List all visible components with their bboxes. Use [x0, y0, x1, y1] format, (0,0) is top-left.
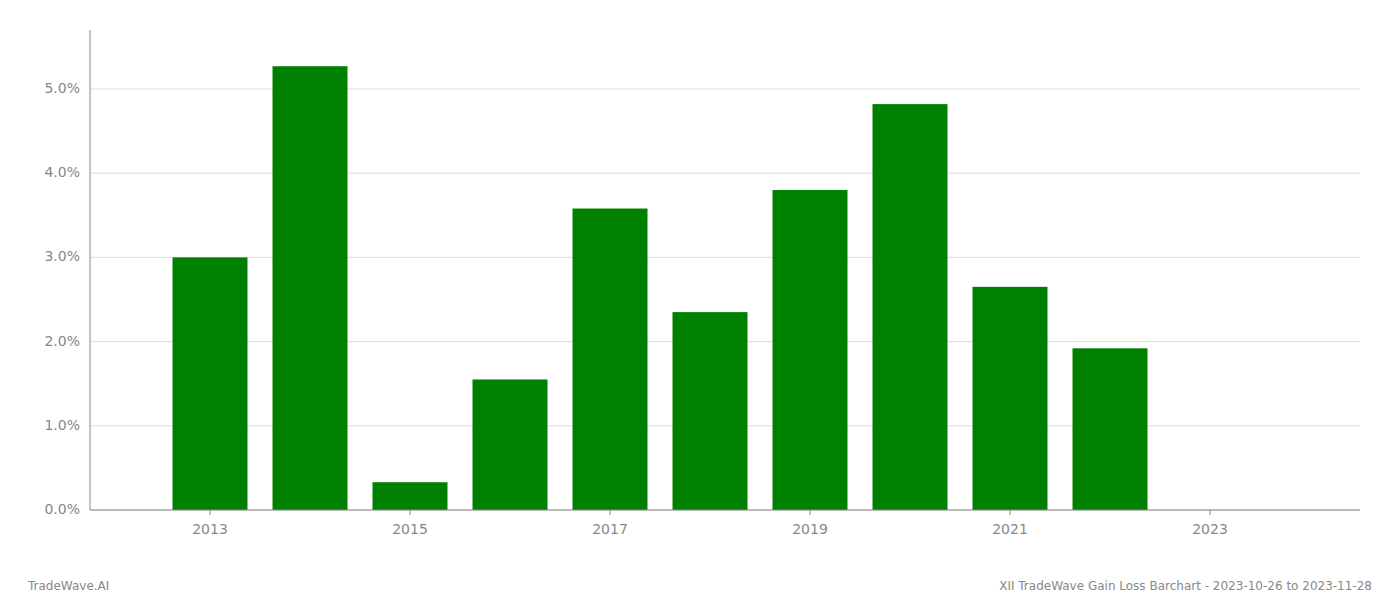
bar: [373, 482, 448, 510]
bar: [873, 104, 948, 510]
bar: [473, 379, 548, 510]
y-tick-label: 4.0%: [44, 164, 80, 180]
x-tick-label: 2019: [792, 521, 828, 537]
y-axis-line: [90, 30, 91, 510]
bar: [773, 190, 848, 510]
x-tick: [610, 510, 611, 515]
x-tick-label: 2015: [392, 521, 428, 537]
x-tick: [1210, 510, 1211, 515]
y-tick-label: 0.0%: [44, 501, 80, 517]
chart-container: 0.0% 1.0% 2.0% 3.0% 4.0% 5.0% 2013 2015 2017 2019…: [0, 0, 1400, 600]
footer-text: XII TradeWave Gain Loss Barchart - 2023-…: [999, 579, 1372, 593]
bar: [673, 312, 748, 510]
x-tick-label: 2023: [1192, 521, 1228, 537]
x-tick-label: 2017: [592, 521, 628, 537]
bar: [1073, 348, 1148, 510]
x-tick: [810, 510, 811, 515]
footer-text: TradeWave.AI: [27, 579, 109, 593]
x-tick-label: 2013: [192, 521, 228, 537]
y-tick-label: 5.0%: [44, 80, 80, 96]
x-tick: [210, 510, 211, 515]
bars: [173, 66, 1148, 510]
bar: [973, 287, 1048, 510]
bar: [573, 209, 648, 510]
bar: [273, 66, 348, 510]
y-tick-label: 3.0%: [44, 248, 80, 264]
bar: [173, 257, 248, 510]
chart-svg: 0.0% 1.0% 2.0% 3.0% 4.0% 5.0% 2013 2015 2017 2019…: [0, 0, 1400, 600]
x-tick: [1010, 510, 1011, 515]
grid-line: [90, 510, 1360, 511]
footer: TradeWave.AI XII TradeWave Gain Loss Barc…: [27, 579, 1372, 593]
y-tick-labels: 0.0% 1.0% 2.0% 3.0% 4.0% 5.0%: [44, 80, 80, 517]
x-tick-label: 2021: [992, 521, 1028, 537]
x-tick: [410, 510, 411, 515]
x-axis-line: [90, 510, 1360, 511]
y-tick-label: 2.0%: [44, 333, 80, 349]
y-tick-label: 1.0%: [44, 417, 80, 433]
x-ticks: 2013 2015 2017 2019 2021 2023: [192, 510, 1228, 537]
